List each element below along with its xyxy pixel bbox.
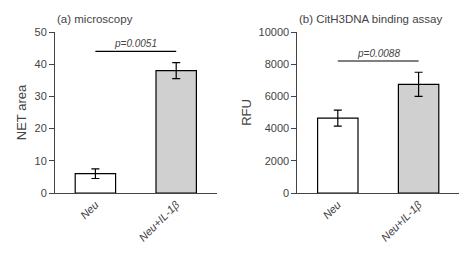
svg-text:10: 10: [35, 155, 47, 167]
svg-text:50: 50: [35, 26, 47, 38]
svg-text:0: 0: [41, 187, 47, 199]
svg-text:20: 20: [35, 122, 47, 134]
svg-text:10000: 10000: [259, 26, 290, 38]
svg-text:8000: 8000: [265, 58, 289, 70]
svg-text:Neu: Neu: [78, 199, 101, 222]
svg-text:RFU: RFU: [239, 99, 254, 126]
svg-text:p=0.0088: p=0.0088: [357, 48, 400, 59]
svg-text:40: 40: [35, 58, 47, 70]
svg-text:Neu: Neu: [320, 199, 343, 222]
svg-text:4000: 4000: [265, 122, 289, 134]
svg-text:6000: 6000: [265, 90, 289, 102]
svg-text:(a) microscopy: (a) microscopy: [57, 13, 133, 25]
svg-text:0: 0: [283, 187, 289, 199]
svg-text:p=0.0051: p=0.0051: [114, 38, 157, 49]
svg-text:NET area: NET area: [14, 84, 29, 140]
svg-text:2000: 2000: [265, 155, 289, 167]
svg-text:(b) CitH3DNA binding assay: (b) CitH3DNA binding assay: [299, 13, 442, 25]
svg-text:30: 30: [35, 90, 47, 102]
svg-text:Neu+IL-1β: Neu+IL-1β: [379, 198, 425, 244]
svg-text:Neu+IL-1β: Neu+IL-1β: [136, 198, 182, 244]
